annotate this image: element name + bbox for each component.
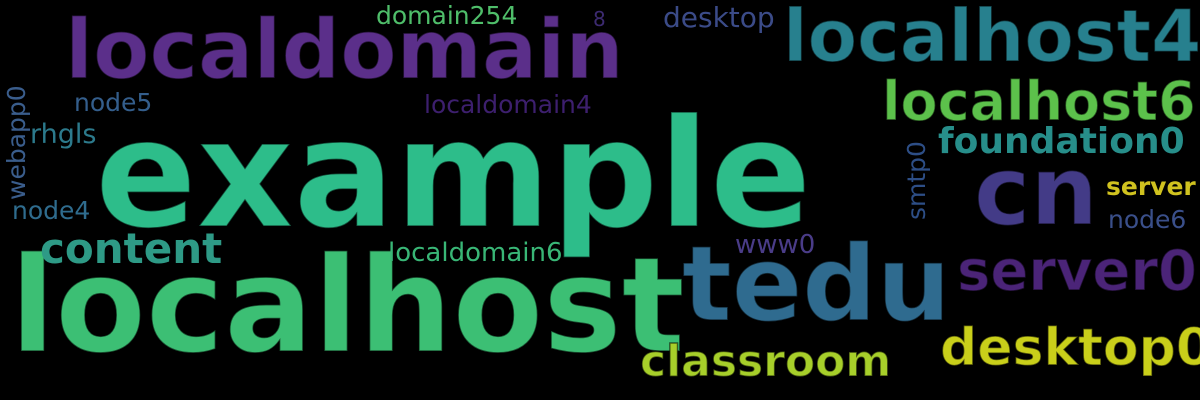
word-example: example [94, 88, 812, 262]
word-localdomain4: localdomain4 [424, 90, 592, 119]
word-localhost: localhost [9, 229, 685, 383]
word-foundation0: foundation0 [938, 121, 1185, 162]
word-desktop0: desktop0 [939, 318, 1200, 378]
word-tedu: tedu [681, 223, 951, 345]
word-localdomain6: localdomain6 [388, 238, 563, 268]
word-smtp0: smtp0 [902, 141, 931, 220]
word-localhost4: localhost4 [782, 0, 1200, 78]
word-localdomain: localdomain [64, 3, 624, 98]
word-desktop: desktop [663, 1, 775, 34]
word-classroom: classroom [639, 336, 892, 387]
word-8: 8 [593, 7, 606, 31]
word-server0: server0 [956, 239, 1198, 304]
word-content: content [40, 224, 223, 273]
word-server: server [1106, 172, 1196, 201]
word-webapp0: webapp0 [2, 85, 31, 200]
word-rhgls: rhgls [30, 119, 97, 150]
word-node4: node4 [12, 196, 91, 225]
word-domain254: domain254 [376, 1, 518, 30]
word-cn: cn [973, 137, 1098, 247]
word-www0: www0 [735, 230, 816, 260]
word-node5: node5 [74, 88, 153, 117]
word-localhost6: localhost6 [881, 70, 1196, 133]
word-node6: node6 [1108, 205, 1187, 234]
